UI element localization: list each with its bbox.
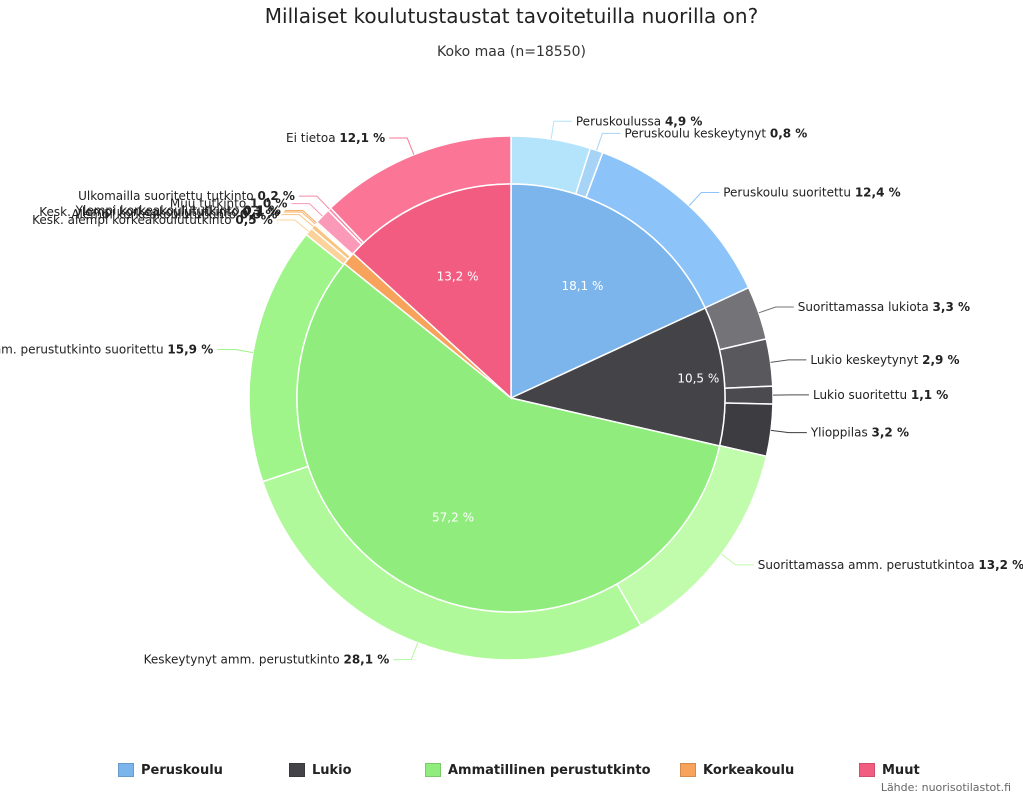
inner-slice-lukio[interactable] xyxy=(508,307,726,447)
outer-label-ei-tietoa: Ei tietoa 12,1 % xyxy=(286,131,385,145)
inner-data-label: 10,5 % xyxy=(677,372,719,386)
label-connector xyxy=(758,306,794,314)
legend-swatch-lukio xyxy=(289,763,305,777)
inner-slice-muut[interactable] xyxy=(352,183,512,400)
outer-label-peruskoulussa: Peruskoulussa 4,9 % xyxy=(576,114,703,128)
label-connector xyxy=(770,429,807,434)
outer-label-keskeytynyt-amm-perustutkinto: Keskeytynyt amm. perustutkinto 28,1 % xyxy=(144,653,390,667)
inner-data-label: 18,1 % xyxy=(561,279,603,293)
legend-item-peruskoulu[interactable]: Peruskoulu xyxy=(118,760,223,780)
chart-subtitle: Koko maa (n=18550) xyxy=(437,44,586,60)
chart-title: Millaiset koulutustaustat tavoitetuilla … xyxy=(264,4,759,28)
legend-swatch-muut xyxy=(859,763,875,777)
legend-item-ammatillinen[interactable]: Ammatillinen perustutkinto xyxy=(425,760,651,780)
label-connector xyxy=(770,359,807,363)
label-connector xyxy=(217,348,254,354)
inner-labels: 18,1 % 10,5 % 57,2 % 13,2 % xyxy=(432,270,719,525)
legend-label: Muut xyxy=(882,762,920,778)
label-connector xyxy=(393,642,419,661)
label-connector xyxy=(276,219,310,232)
label-connectors xyxy=(217,120,809,661)
outer-label-lukio-keskeytynyt: Lukio keskeytynyt 2,9 % xyxy=(810,353,959,367)
legend-item-korkeakoulu[interactable]: Korkeakoulu xyxy=(680,760,794,780)
outer-label-kesk-ylempi-korkeakoulututkinto: Kesk. ylempi korkeakoulututkinto 0,1 % xyxy=(39,205,279,219)
outer-label-kesk-alempi-korkeakoulututkinto: Kesk. alempi korkeakoulututkinto 0,5 % xyxy=(32,213,273,227)
label-connector xyxy=(281,214,314,227)
label-connector xyxy=(298,195,330,210)
legend-item-muut[interactable]: Muut xyxy=(859,760,920,780)
label-connector xyxy=(284,210,317,224)
legend-swatch-peruskoulu xyxy=(118,763,134,777)
outer-label-muu-tutkinto: Muu tutkinto 1,0 % xyxy=(170,197,288,211)
outer-label-peruskoulu-keskeytynyt: Peruskoulu keskeytynyt 0,8 % xyxy=(624,126,807,140)
label-connector xyxy=(283,211,316,225)
legend-label: Peruskoulu xyxy=(141,762,223,778)
inner-pie xyxy=(296,183,726,613)
outer-label-lukio-suoritettu: Lukio suoritettu 1,1 % xyxy=(813,388,948,402)
label-connector xyxy=(688,192,720,207)
outer-label-suorittamassa-amm-perustutkintoa: Suorittamassa amm. perustutkintoa 13,2 % xyxy=(758,558,1023,572)
outer-labels: Peruskoulussa 4,9 %Peruskoulu keskeytyny… xyxy=(0,114,1023,666)
legend: Peruskoulu Lukio Ammatillinen perustutki… xyxy=(0,760,1023,780)
outer-label-ulkomailla-suoritettu-tutkinto: Ulkomailla suoritettu tutkinto 0,2 % xyxy=(78,189,295,203)
outer-ring xyxy=(248,135,774,661)
source-credit: Lähde: nuorisotilastot.fi xyxy=(880,781,1011,794)
pie-chart: Peruskoulussa 4,9 %Peruskoulu keskeytyny… xyxy=(0,114,1023,666)
label-connector xyxy=(596,132,621,151)
outer-label-ylempi-korkeakoulututkinto: Ylempi korkeakoulututkinto 0,1 % xyxy=(75,204,281,218)
legend-item-lukio[interactable]: Lukio xyxy=(289,760,352,780)
outer-segment-lukio-suoritettu[interactable] xyxy=(723,385,774,405)
outer-label-suorittamassa-lukiota: Suorittamassa lukiota 3,3 % xyxy=(798,300,970,314)
outer-label-ylioppilas: Ylioppilas 3,2 % xyxy=(810,426,909,440)
legend-label: Ammatillinen perustutkinto xyxy=(448,762,651,778)
label-connector xyxy=(550,120,572,140)
legend-label: Lukio xyxy=(312,762,352,778)
inner-data-label: 57,2 % xyxy=(432,510,474,524)
legend-swatch-korkeakoulu xyxy=(680,763,696,777)
inner-data-label: 13,2 % xyxy=(437,270,479,284)
outer-label-alempi-korkeakoulututkinto: Alempi korkeakoulututkinto 0,3 % xyxy=(71,208,277,222)
outer-label-amm-perustutkinto-suoritettu: Amm. perustutkinto suoritettu 15,9 % xyxy=(0,342,213,356)
label-connector xyxy=(291,203,323,217)
outer-label-peruskoulu-suoritettu: Peruskoulu suoritettu 12,4 % xyxy=(723,186,900,200)
legend-label: Korkeakoulu xyxy=(703,762,795,778)
inner-slice-peruskoulu[interactable] xyxy=(510,183,707,400)
label-connector xyxy=(389,137,415,155)
legend-swatch-ammatillinen xyxy=(425,763,441,777)
label-connector xyxy=(721,553,754,566)
inner-slice-ammatillinen-perustutkinto[interactable] xyxy=(296,262,721,613)
